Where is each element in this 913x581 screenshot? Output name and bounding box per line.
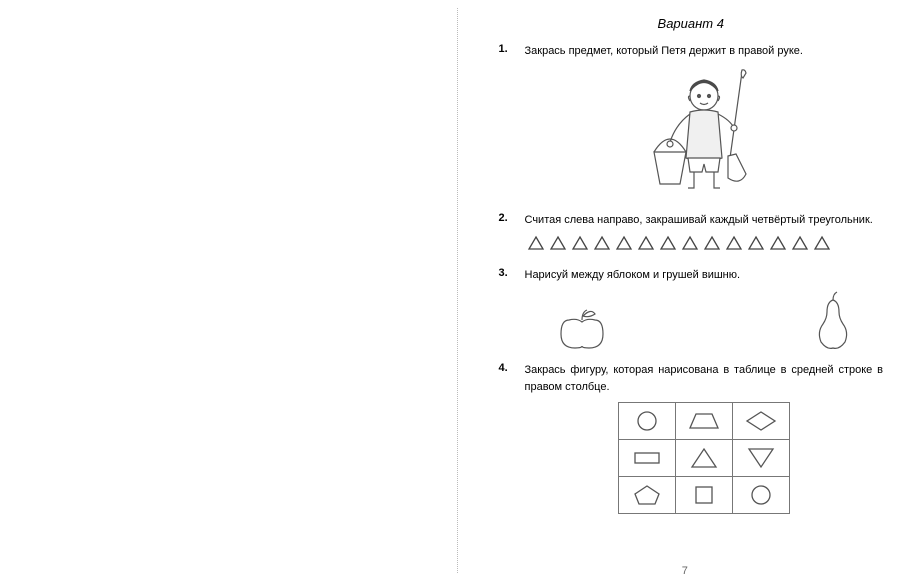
task-4-figure: [525, 402, 884, 514]
task-2-text: Считая слева направо, закрашивай каждый …: [525, 212, 884, 229]
task-3-text: Нарисуй между яблоком и грушей вишню.: [525, 267, 884, 284]
triangle-icon: [686, 446, 722, 470]
task-2-number: 2.: [499, 212, 525, 257]
pentagon-icon: [629, 483, 665, 507]
apple-icon: [555, 302, 609, 352]
task-3-number: 3.: [499, 267, 525, 352]
shape-cell: [618, 477, 675, 514]
fruit-row: [525, 290, 884, 352]
triangle-icon: [747, 235, 765, 251]
task-1-text: Закрась предмет, который Петя держит в п…: [525, 43, 884, 60]
square-icon: [686, 483, 722, 507]
triangle-icon: [615, 235, 633, 251]
triangle-icon: [549, 235, 567, 251]
triangle-icon: [791, 235, 809, 251]
shape-cell: [675, 440, 732, 477]
shape-table: [618, 402, 790, 514]
triangle-icon: [659, 235, 677, 251]
shape-cell: [732, 440, 789, 477]
circle-icon: [629, 409, 665, 433]
task-1-number: 1.: [499, 43, 525, 202]
triangle-row: [525, 235, 884, 257]
triangle-icon: [813, 235, 831, 251]
right-page: Вариант 4 1. Закрась предмет, который Пе…: [457, 0, 913, 581]
shape-cell: [732, 403, 789, 440]
triangle-icon: [527, 235, 545, 251]
task-4: 4. Закрась фигуру, которая нарисована в …: [499, 362, 884, 514]
shape-cell: [675, 403, 732, 440]
pear-icon: [813, 290, 853, 352]
shape-cell: [675, 477, 732, 514]
trapezoid-icon: [686, 409, 722, 433]
task-1-figure: [525, 66, 884, 202]
triangle-icon: [571, 235, 589, 251]
shape-cell: [732, 477, 789, 514]
shape-cell: [618, 403, 675, 440]
triangle-icon: [725, 235, 743, 251]
triangle-icon: [637, 235, 655, 251]
task-4-text: Закрась фигуру, которая нарисована в таб…: [525, 362, 884, 396]
shape-cell: [618, 440, 675, 477]
task-1-body: Закрась предмет, который Петя держит в п…: [525, 43, 884, 202]
page-number: 7: [457, 565, 913, 577]
task-4-body: Закрась фигуру, которая нарисована в таб…: [525, 362, 884, 514]
circle-icon: [743, 483, 779, 507]
triangle-icon: [681, 235, 699, 251]
task-2: 2. Считая слева направо, закрашивай кажд…: [499, 212, 884, 257]
triangle-down-icon: [743, 446, 779, 470]
task-3: 3. Нарисуй между яблоком и грушей вишню.: [499, 267, 884, 352]
task-3-body: Нарисуй между яблоком и грушей вишню.: [525, 267, 884, 352]
variant-title: Вариант 4: [499, 16, 884, 31]
left-page: [0, 0, 457, 581]
task-4-number: 4.: [499, 362, 525, 514]
task-2-body: Считая слева направо, закрашивай каждый …: [525, 212, 884, 257]
triangle-icon: [769, 235, 787, 251]
rectangle-icon: [629, 446, 665, 470]
boy-with-bucket-and-shovel-icon: [624, 66, 784, 196]
rhombus-icon: [743, 409, 779, 433]
triangle-icon: [593, 235, 611, 251]
triangle-icon: [703, 235, 721, 251]
task-1: 1. Закрась предмет, который Петя держит …: [499, 43, 884, 202]
